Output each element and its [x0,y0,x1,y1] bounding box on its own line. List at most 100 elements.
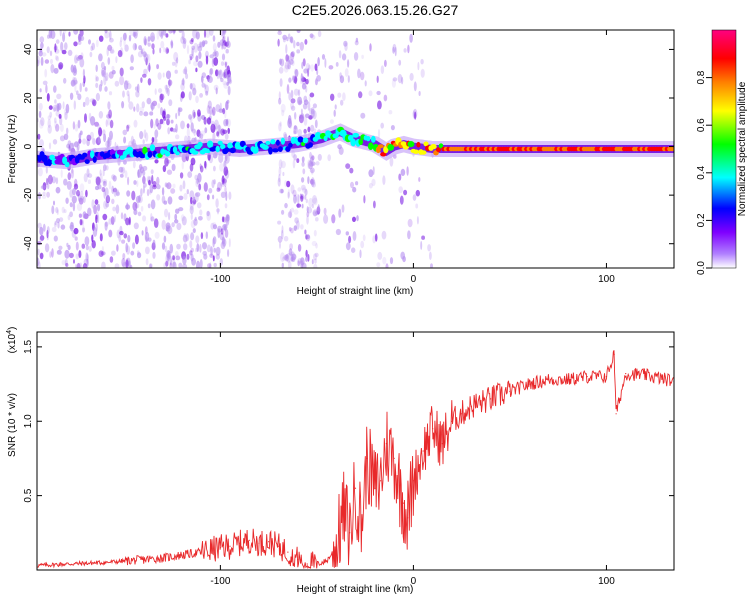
ridge-blob [669,146,674,152]
noise-speck [161,219,166,230]
noise-speck [109,49,115,54]
noise-speck [281,262,284,268]
noise-speck [44,59,50,64]
snr-data-point [374,487,376,489]
noise-speck [44,243,50,253]
noise-speck [150,216,155,222]
noise-speck [144,39,149,45]
y-tick-label: 0.5 [23,488,34,502]
noise-speck [109,256,114,263]
noise-speck [416,216,419,225]
colorbar-tick-label: 0.0 [696,261,707,275]
noise-speck [170,119,174,124]
noise-speck [74,55,78,64]
noise-speck [148,179,151,186]
noise-speck [162,72,165,78]
noise-speck [147,78,152,86]
noise-speck [70,79,76,87]
noise-speck [132,160,136,169]
noise-speck [124,170,128,179]
noise-speck [73,183,79,190]
noise-speck [102,213,108,221]
noise-speck [288,77,292,83]
noise-speck [39,235,44,242]
noise-speck [278,166,282,177]
noise-speck [213,165,216,172]
noise-speck [186,45,190,55]
noise-speck [126,124,131,129]
noise-speck [72,121,76,130]
noise-speck [311,181,316,188]
noise-speck [293,88,299,96]
noise-speck [343,40,348,47]
noise-speck [97,124,101,131]
noise-speck [223,166,229,177]
noise-speck [368,182,373,189]
noise-speck [301,83,307,90]
noise-speck [51,226,57,233]
noise-speck [188,114,193,120]
noise-speck [368,90,373,97]
noise-speck [186,253,190,260]
ridge-blob [272,148,279,153]
snr-panel: -100 0 100 0.5 1.0 1.5 Height of straight li… [6,327,675,595]
noise-speck [59,135,66,142]
noise-speck [73,64,77,74]
noise-speck [72,202,76,212]
noise-speck [224,72,229,78]
noise-speck [183,233,186,238]
noise-speck [147,237,152,242]
noise-speck [180,36,185,44]
noise-speck [107,44,113,52]
noise-speck [108,109,112,119]
noise-speck [292,75,298,84]
noise-speck [122,32,127,41]
noise-speck [151,102,154,112]
snr-data-point [306,563,308,565]
noise-speck [280,103,286,113]
ridge-blob [229,147,236,154]
noise-speck [223,35,226,41]
noise-speck [212,236,217,245]
noise-speck [421,235,425,240]
noise-speck [190,116,193,124]
noise-speck [204,84,209,94]
noise-speck [293,225,297,232]
noise-speck [199,243,202,253]
noise-speck [125,242,128,253]
noise-speck [212,106,216,117]
ridge-blob [262,144,269,150]
noise-speck [126,202,129,211]
noise-speck [196,202,202,209]
noise-speck [280,189,284,194]
noise-speck [303,99,309,106]
noise-speck [156,30,160,40]
snr-data-point [586,376,588,378]
noise-speck [54,43,57,53]
ridge-blob [252,146,259,154]
snr-data-point [104,562,106,564]
noise-speck [143,53,149,63]
noise-speck [290,36,294,44]
noise-speck [219,162,224,172]
noise-speck [312,110,317,120]
ridge-blob [172,146,178,154]
noise-speck [284,61,290,70]
noise-speck [69,225,75,230]
noise-speck [55,177,59,185]
noise-speck [314,252,319,258]
noise-speck [88,245,92,252]
noise-speck [176,57,179,64]
noise-speck [102,72,107,79]
noise-speck [45,166,48,174]
noise-speck [75,253,80,260]
noise-speck [307,101,311,111]
ridge-blob [84,159,90,165]
noise-speck [188,59,191,65]
noise-speck [353,52,359,61]
snr-data-point [297,559,299,561]
noise-speck [227,73,232,84]
noise-speck [53,200,55,206]
noise-speck [159,47,162,54]
noise-speck [42,194,47,199]
